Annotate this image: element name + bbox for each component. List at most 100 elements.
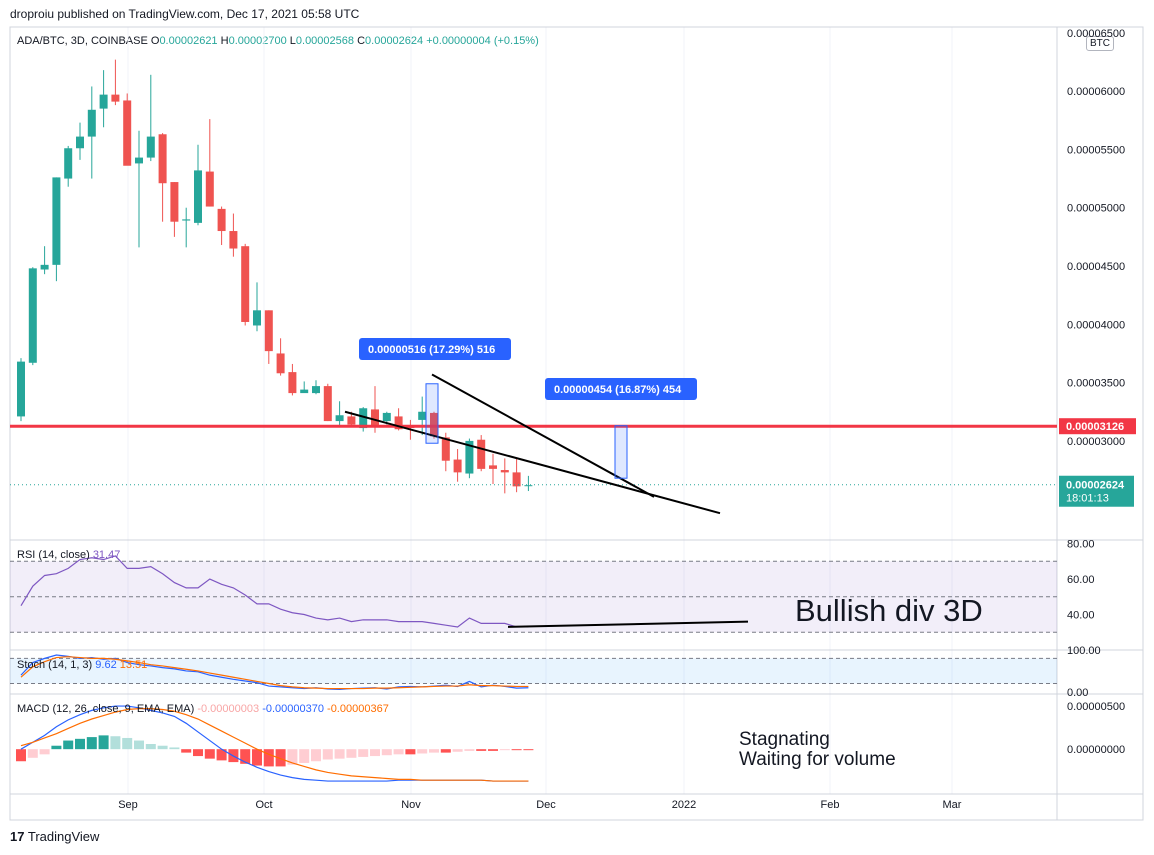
macd-histogram-bar xyxy=(311,749,321,762)
rsi-axis-tick: 40.00 xyxy=(1067,610,1095,622)
candle-body xyxy=(64,148,73,179)
stoch-band xyxy=(10,658,1057,684)
rsi-axis-tick: 80.00 xyxy=(1067,539,1095,551)
candle-body xyxy=(323,386,332,422)
macd-histogram-bar xyxy=(346,749,357,758)
candle-body xyxy=(182,219,191,221)
candle-body xyxy=(441,437,450,461)
macd-histogram-bar xyxy=(193,749,203,757)
time-axis-tick: Sep xyxy=(118,799,138,811)
candle-body xyxy=(500,470,509,473)
candle-body xyxy=(217,208,226,232)
time-axis-tick: Oct xyxy=(255,799,272,811)
macd-histogram-bar xyxy=(27,749,38,758)
candle-body xyxy=(264,310,273,352)
macd-histogram-bar xyxy=(39,749,50,755)
price-axis-tick: 0.00003000 xyxy=(1067,436,1125,448)
candle-body xyxy=(146,136,155,158)
macd-histogram-bar xyxy=(51,745,62,750)
open-label: O xyxy=(150,35,160,47)
candle-body xyxy=(135,157,143,164)
price-axis-tick: 0.00005500 xyxy=(1067,144,1125,156)
macd-histogram-bar xyxy=(334,749,345,759)
macd-legend: MACD (12, 26, close, 9, EMA, EMA) -0.000… xyxy=(17,703,389,715)
macd-histogram-bar xyxy=(169,747,180,750)
macd-title: MACD (12, 26, close, 9, EMA, EMA) xyxy=(17,703,195,715)
time-axis-tick: Mar xyxy=(943,799,962,811)
rsi-axis-tick: 60.00 xyxy=(1067,574,1095,586)
macd-histogram-bar xyxy=(299,749,310,763)
rsi-line xyxy=(20,555,529,628)
measure-box-1 xyxy=(425,383,439,444)
candle-body xyxy=(17,361,25,417)
candle-body xyxy=(241,246,250,322)
candle-body xyxy=(382,412,391,422)
high-value: 0.00002700 xyxy=(228,35,287,47)
macd-histogram-bar xyxy=(63,740,74,750)
candle-body xyxy=(524,485,533,487)
tradingview-logo[interactable]: 17 TradingView xyxy=(10,829,99,844)
time-axis-tick: Dec xyxy=(536,799,556,811)
candle-body xyxy=(394,416,403,430)
support-price-badge xyxy=(1059,418,1136,435)
price-axis-tick: 0.00004000 xyxy=(1067,319,1125,331)
macd-histogram-bar xyxy=(322,749,333,760)
tradingview-brand: TradingView xyxy=(27,829,100,844)
macd-histogram-bar xyxy=(134,740,144,750)
macd-histogram-bar xyxy=(98,735,109,750)
macd-histogram-bar xyxy=(86,737,97,750)
candle-body xyxy=(76,136,84,149)
wedge-upper-trendline xyxy=(431,373,655,498)
macd-histogram-bar xyxy=(393,749,404,755)
measure-label-1-bg xyxy=(359,338,511,360)
macd-histogram-bar xyxy=(275,749,286,767)
candle-body xyxy=(40,264,49,270)
measure-label-2: 0.00000454 (16.87%) 454 xyxy=(554,384,682,396)
macd-histogram-bar xyxy=(429,749,439,753)
macd-histogram-bar xyxy=(476,749,487,751)
candle-body xyxy=(347,416,356,425)
price-axis-tick: 0.00006000 xyxy=(1067,86,1125,98)
macd-histogram-bar xyxy=(452,749,463,752)
candle-body xyxy=(111,94,120,102)
rsi-value: 31.47 xyxy=(92,549,121,561)
symbol-ohlc-legend: ADA/BTC, 3D, COINBASE O0.00002621 H0.000… xyxy=(17,35,539,47)
stoch-axis-tick: 100.00 xyxy=(1067,645,1101,657)
tradingview-logo-icon: 17 xyxy=(10,829,25,844)
published-line: droproiu published on TradingView.com, D… xyxy=(10,7,360,21)
macd-axis-tick: 0.00000000 xyxy=(1067,744,1125,756)
candle-body xyxy=(229,231,238,249)
rsi-title: RSI (14, close) xyxy=(17,549,90,561)
macd-histogram-bar xyxy=(263,749,274,767)
close-value: 0.00002624 xyxy=(365,35,424,47)
open-value: 0.00002621 xyxy=(159,35,218,47)
last-price-badge xyxy=(1059,475,1134,507)
candle-body xyxy=(194,170,202,223)
stoch-legend: Stoch (14, 1, 3) 9.62 13.51 xyxy=(17,659,147,671)
candle-body xyxy=(453,459,462,473)
candle-body xyxy=(489,465,497,469)
currency-badge[interactable]: BTC xyxy=(1086,36,1114,51)
macd-line-value: -0.00000370 xyxy=(262,703,324,715)
chart-frame xyxy=(9,26,1144,821)
time-axis-tick: 2022 xyxy=(672,799,696,811)
candle-body xyxy=(87,109,96,137)
macd-histogram-bar xyxy=(381,749,392,756)
stoch-axis-tick: 0.00 xyxy=(1067,687,1088,699)
macd-histogram-bar xyxy=(405,749,416,755)
note-waiting-volume: Waiting for volume xyxy=(739,749,896,770)
time-axis-tick: Feb xyxy=(821,799,840,811)
candle-body xyxy=(170,182,179,222)
macd-histogram-bar xyxy=(216,749,227,761)
rsi-legend: RSI (14, close) 31.47 xyxy=(17,549,120,561)
candle-body xyxy=(205,171,214,207)
macd-histogram-bar xyxy=(110,736,121,750)
candle-body xyxy=(99,94,108,109)
bullish-div-label: Bullish div 3D xyxy=(795,593,983,628)
wedge-lower-trendline xyxy=(344,410,721,515)
candle-body xyxy=(335,415,344,422)
note-stagnating: Stagnating xyxy=(739,729,830,750)
candle-body xyxy=(253,310,261,326)
candle-body xyxy=(28,268,37,363)
